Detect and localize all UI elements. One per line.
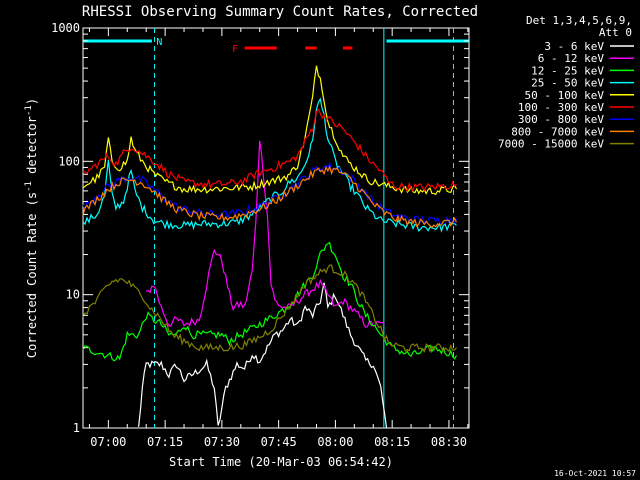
legend-label-5: 50 - 100 keV xyxy=(525,89,605,102)
y-tick-label-1: 1 xyxy=(73,421,80,435)
series-line-2 xyxy=(145,140,385,329)
y-tick-label-4: 1000 xyxy=(51,21,80,35)
legend-header-line-1: Det 1,3,4,5,6,9, xyxy=(526,14,632,27)
legend-label-7: 300 - 800 keV xyxy=(518,113,604,126)
x-tick-label-5: 08:00 xyxy=(317,435,353,449)
series-line-9 xyxy=(82,264,457,354)
legend-header-line-2: Att 0 xyxy=(599,26,632,39)
x-tick-label-2: 07:15 xyxy=(147,435,183,449)
series-line-3 xyxy=(82,241,458,362)
y-axis-label: Corrected Count Rate (s-1 detector-1) xyxy=(24,98,39,358)
y-axis-ticks: 1 10 100 1000 xyxy=(51,21,469,435)
series-line-7 xyxy=(82,161,458,225)
x-axis-ticks: 07:00 07:15 07:30 07:45 08:00 08:15 08:30 xyxy=(88,28,469,449)
legend-label-2: 6 - 12 keV xyxy=(538,52,605,65)
series-lines xyxy=(82,65,458,429)
x-tick-label-6: 08:15 xyxy=(374,435,410,449)
legend-label-1: 3 - 6 keV xyxy=(544,40,604,53)
flare-label: F xyxy=(232,44,238,55)
legend-label-9: 7000 - 15000 keV xyxy=(498,138,604,151)
legend-label-8: 800 - 7000 keV xyxy=(511,125,604,138)
annotations: NF xyxy=(83,28,469,428)
series-line-4 xyxy=(82,97,457,233)
x-tick-label-1: 07:00 xyxy=(90,435,126,449)
chart-title: RHESSI Observing Summary Count Rates, Co… xyxy=(82,4,478,20)
series-line-1 xyxy=(138,282,388,429)
footer-date: 16-Oct-2021 10:57 xyxy=(554,469,636,478)
series-line-6 xyxy=(82,108,457,193)
x-tick-label-7: 08:30 xyxy=(431,435,467,449)
x-tick-label-3: 07:30 xyxy=(204,435,240,449)
series-line-5 xyxy=(82,65,458,196)
x-axis-label: Start Time (20-Mar-03 06:54:42) xyxy=(169,455,393,469)
series-line-8 xyxy=(82,165,458,229)
legend-label-4: 25 - 50 keV xyxy=(531,77,604,90)
y-tick-label-2: 10 xyxy=(66,288,80,302)
y-tick-label-3: 100 xyxy=(58,154,80,168)
x-tick-label-4: 07:45 xyxy=(261,435,297,449)
plot-frame xyxy=(82,27,470,429)
legend-label-6: 100 - 300 keV xyxy=(518,101,604,114)
night-label: N xyxy=(156,37,162,48)
legend-label-3: 12 - 25 keV xyxy=(531,64,604,77)
